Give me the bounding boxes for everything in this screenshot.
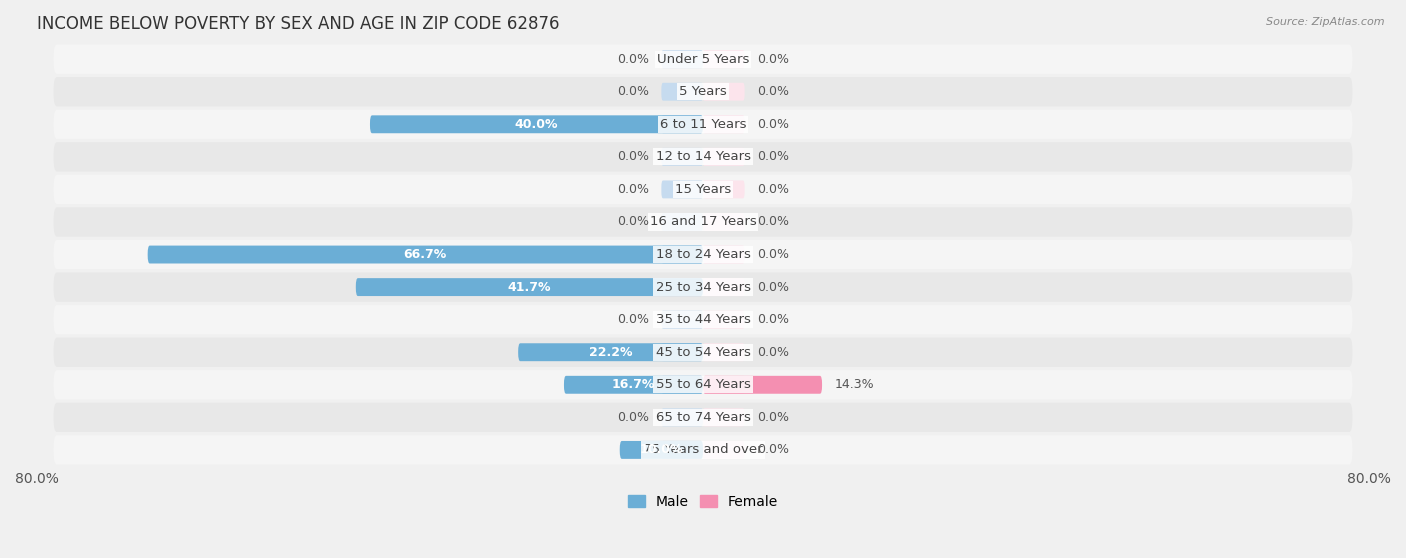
Text: 12 to 14 Years: 12 to 14 Years bbox=[655, 150, 751, 163]
FancyBboxPatch shape bbox=[703, 278, 745, 296]
Text: 15 Years: 15 Years bbox=[675, 183, 731, 196]
Text: 5 Years: 5 Years bbox=[679, 85, 727, 98]
FancyBboxPatch shape bbox=[53, 109, 1353, 139]
FancyBboxPatch shape bbox=[370, 116, 703, 133]
FancyBboxPatch shape bbox=[53, 305, 1353, 334]
FancyBboxPatch shape bbox=[703, 213, 745, 231]
Text: Source: ZipAtlas.com: Source: ZipAtlas.com bbox=[1267, 17, 1385, 27]
FancyBboxPatch shape bbox=[703, 180, 745, 199]
Text: 0.0%: 0.0% bbox=[617, 183, 650, 196]
FancyBboxPatch shape bbox=[53, 370, 1353, 400]
FancyBboxPatch shape bbox=[703, 148, 745, 166]
FancyBboxPatch shape bbox=[703, 376, 745, 394]
Text: 0.0%: 0.0% bbox=[756, 248, 789, 261]
FancyBboxPatch shape bbox=[661, 246, 703, 263]
FancyBboxPatch shape bbox=[53, 142, 1353, 171]
Text: 35 to 44 Years: 35 to 44 Years bbox=[655, 313, 751, 326]
Text: 0.0%: 0.0% bbox=[756, 444, 789, 456]
FancyBboxPatch shape bbox=[661, 148, 703, 166]
FancyBboxPatch shape bbox=[620, 441, 703, 459]
FancyBboxPatch shape bbox=[148, 246, 703, 263]
Text: 41.7%: 41.7% bbox=[508, 281, 551, 294]
Legend: Male, Female: Male, Female bbox=[623, 489, 783, 514]
FancyBboxPatch shape bbox=[519, 343, 703, 361]
FancyBboxPatch shape bbox=[661, 311, 703, 329]
FancyBboxPatch shape bbox=[53, 240, 1353, 269]
Text: 40.0%: 40.0% bbox=[515, 118, 558, 131]
FancyBboxPatch shape bbox=[703, 441, 745, 459]
Text: 0.0%: 0.0% bbox=[756, 411, 789, 424]
FancyBboxPatch shape bbox=[703, 116, 745, 133]
Text: 0.0%: 0.0% bbox=[617, 85, 650, 98]
FancyBboxPatch shape bbox=[703, 83, 745, 100]
Text: INCOME BELOW POVERTY BY SEX AND AGE IN ZIP CODE 62876: INCOME BELOW POVERTY BY SEX AND AGE IN Z… bbox=[37, 15, 560, 33]
Text: 45 to 54 Years: 45 to 54 Years bbox=[655, 346, 751, 359]
Text: 0.0%: 0.0% bbox=[756, 215, 789, 228]
FancyBboxPatch shape bbox=[661, 180, 703, 199]
FancyBboxPatch shape bbox=[53, 77, 1353, 107]
Text: 10.0%: 10.0% bbox=[640, 444, 683, 456]
Text: 6 to 11 Years: 6 to 11 Years bbox=[659, 118, 747, 131]
Text: 0.0%: 0.0% bbox=[617, 411, 650, 424]
FancyBboxPatch shape bbox=[703, 343, 745, 361]
Text: 0.0%: 0.0% bbox=[756, 281, 789, 294]
FancyBboxPatch shape bbox=[53, 272, 1353, 302]
Text: 22.2%: 22.2% bbox=[589, 346, 633, 359]
Text: 75 Years and over: 75 Years and over bbox=[643, 444, 763, 456]
FancyBboxPatch shape bbox=[661, 83, 703, 100]
FancyBboxPatch shape bbox=[53, 435, 1353, 465]
Text: 65 to 74 Years: 65 to 74 Years bbox=[655, 411, 751, 424]
FancyBboxPatch shape bbox=[53, 403, 1353, 432]
FancyBboxPatch shape bbox=[661, 441, 703, 459]
FancyBboxPatch shape bbox=[661, 50, 703, 68]
Text: 0.0%: 0.0% bbox=[617, 215, 650, 228]
Text: 0.0%: 0.0% bbox=[756, 346, 789, 359]
FancyBboxPatch shape bbox=[53, 45, 1353, 74]
FancyBboxPatch shape bbox=[661, 376, 703, 394]
Text: 0.0%: 0.0% bbox=[756, 85, 789, 98]
FancyBboxPatch shape bbox=[53, 175, 1353, 204]
FancyBboxPatch shape bbox=[53, 208, 1353, 237]
Text: 0.0%: 0.0% bbox=[756, 118, 789, 131]
Text: 25 to 34 Years: 25 to 34 Years bbox=[655, 281, 751, 294]
Text: 0.0%: 0.0% bbox=[756, 52, 789, 66]
Text: 0.0%: 0.0% bbox=[617, 150, 650, 163]
Text: 18 to 24 Years: 18 to 24 Years bbox=[655, 248, 751, 261]
Text: 55 to 64 Years: 55 to 64 Years bbox=[655, 378, 751, 391]
FancyBboxPatch shape bbox=[564, 376, 703, 394]
FancyBboxPatch shape bbox=[53, 338, 1353, 367]
FancyBboxPatch shape bbox=[356, 278, 703, 296]
FancyBboxPatch shape bbox=[703, 376, 823, 394]
Text: 14.3%: 14.3% bbox=[835, 378, 875, 391]
FancyBboxPatch shape bbox=[661, 278, 703, 296]
FancyBboxPatch shape bbox=[703, 408, 745, 426]
Text: 0.0%: 0.0% bbox=[617, 313, 650, 326]
FancyBboxPatch shape bbox=[703, 311, 745, 329]
Text: 16.7%: 16.7% bbox=[612, 378, 655, 391]
FancyBboxPatch shape bbox=[661, 408, 703, 426]
Text: 0.0%: 0.0% bbox=[617, 52, 650, 66]
Text: 16 and 17 Years: 16 and 17 Years bbox=[650, 215, 756, 228]
Text: 66.7%: 66.7% bbox=[404, 248, 447, 261]
FancyBboxPatch shape bbox=[661, 343, 703, 361]
FancyBboxPatch shape bbox=[661, 116, 703, 133]
Text: 0.0%: 0.0% bbox=[756, 150, 789, 163]
Text: 0.0%: 0.0% bbox=[756, 183, 789, 196]
FancyBboxPatch shape bbox=[703, 246, 745, 263]
Text: Under 5 Years: Under 5 Years bbox=[657, 52, 749, 66]
FancyBboxPatch shape bbox=[661, 213, 703, 231]
Text: 0.0%: 0.0% bbox=[756, 313, 789, 326]
FancyBboxPatch shape bbox=[703, 50, 745, 68]
